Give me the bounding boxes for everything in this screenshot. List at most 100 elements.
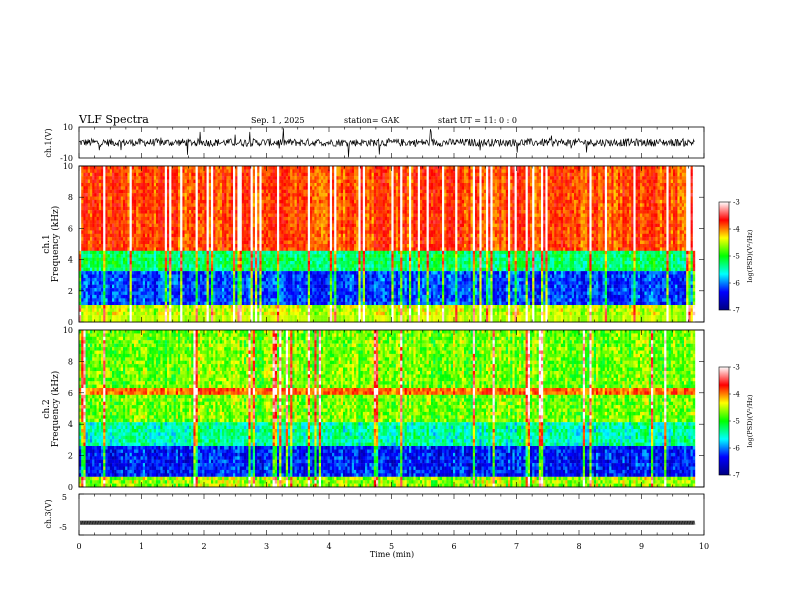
- spectrogram-cell: [308, 254, 310, 258]
- spectrogram-cell: [121, 315, 123, 319]
- spectrogram-cell: [156, 315, 158, 319]
- spectrogram-cell: [167, 258, 169, 262]
- spectrogram-cell: [191, 203, 193, 207]
- spectrogram-cell: [251, 312, 253, 316]
- spectrogram-cell: [248, 193, 250, 197]
- spectrogram-cell: [156, 251, 158, 255]
- spectrogram-cell: [277, 305, 279, 309]
- spectrogram-cell: [246, 244, 248, 248]
- spectrogram-cell: [99, 207, 101, 211]
- spectrogram-cell: [143, 214, 145, 218]
- spectrogram-cell: [156, 241, 158, 245]
- spectrogram-cell: [240, 264, 242, 268]
- spectrogram-cell: [213, 295, 215, 299]
- spectrogram-cell: [209, 169, 211, 173]
- spectrogram-cell: [270, 315, 272, 319]
- spectrogram-cell: [189, 234, 191, 238]
- spectrogram-cell: [108, 241, 110, 245]
- spectrogram-cell: [132, 278, 134, 282]
- spectrogram-cell: [143, 193, 145, 197]
- spectrogram-cell: [182, 251, 184, 255]
- spectrogram-cell: [286, 315, 288, 319]
- spectrogram-cell: [290, 227, 292, 231]
- spectrogram-cell: [251, 302, 253, 306]
- spectrogram-cell: [231, 217, 233, 221]
- spectrogram-cell: [259, 217, 261, 221]
- spectrogram-cell: [171, 281, 173, 285]
- spectrogram-cell: [273, 264, 275, 268]
- spectrogram-cell: [191, 315, 193, 319]
- spectrogram-cell: [103, 271, 105, 275]
- spectrogram-cell: [149, 305, 151, 309]
- spectrogram-cell: [279, 227, 281, 231]
- spectrogram-cell: [116, 247, 118, 251]
- spectrogram-cell: [112, 254, 114, 258]
- spectrogram-cell: [288, 237, 290, 241]
- spectrogram-cell: [251, 183, 253, 187]
- spectrogram-cell: [165, 220, 167, 224]
- spectrogram-cell: [165, 312, 167, 316]
- spectrogram-cell: [240, 214, 242, 218]
- spectrogram-cell: [273, 305, 275, 309]
- spectrogram-cell: [171, 220, 173, 224]
- spectrogram-cell: [200, 315, 202, 319]
- spectrogram-cell: [244, 264, 246, 268]
- spectrogram-cell: [215, 190, 217, 194]
- spectrogram-cell: [165, 278, 167, 282]
- spectrogram-cell: [244, 190, 246, 194]
- spectrogram-cell: [86, 166, 88, 170]
- spectrogram-cell: [218, 308, 220, 312]
- spectrogram-cell: [88, 308, 90, 312]
- spectrogram-cell: [145, 173, 147, 177]
- spectrogram-cell: [130, 183, 132, 187]
- spectrogram-cell: [310, 298, 312, 302]
- spectrogram-cell: [174, 292, 176, 296]
- spectrogram-cell: [277, 275, 279, 279]
- spectrogram-cell: [149, 230, 151, 234]
- spectrogram-cell: [90, 251, 92, 255]
- spectrogram-cell: [141, 186, 143, 190]
- spectrogram-cell: [132, 166, 134, 170]
- spectrogram-cell: [110, 264, 112, 268]
- spectrogram-cell: [257, 312, 259, 316]
- spectrogram-cell: [292, 176, 294, 180]
- spectrogram-cell: [178, 292, 180, 296]
- spectrogram-cell: [112, 237, 114, 241]
- spectrogram-cell: [174, 251, 176, 255]
- spectrogram-cell: [204, 203, 206, 207]
- spectrogram-cell: [303, 295, 305, 299]
- spectrogram-cell: [202, 288, 204, 292]
- spectrogram-cell: [196, 258, 198, 262]
- spectrogram-cell: [163, 166, 165, 170]
- spectrogram-cell: [138, 214, 140, 218]
- spectrogram-cell: [187, 275, 189, 279]
- spectrogram-cell: [152, 244, 154, 248]
- spectrogram-cell: [90, 230, 92, 234]
- spectrogram-cell: [268, 308, 270, 312]
- spectrogram-cell: [105, 214, 107, 218]
- spectrogram-cell: [185, 169, 187, 173]
- spectrogram-cell: [308, 251, 310, 255]
- spectrogram-cell: [286, 224, 288, 228]
- spectrogram-cell: [259, 292, 261, 296]
- spectrogram-cell: [288, 214, 290, 218]
- spectrogram-cell: [292, 254, 294, 258]
- spectrogram-cell: [301, 190, 303, 194]
- spectrogram-cell: [169, 186, 171, 190]
- spectrogram-cell: [286, 234, 288, 238]
- spectrogram-cell: [303, 275, 305, 279]
- spectrogram-cell: [125, 190, 127, 194]
- spectrogram-cell: [240, 173, 242, 177]
- spectrogram-cell: [301, 234, 303, 238]
- spectrogram-cell: [211, 186, 213, 190]
- spectrogram-cell: [268, 227, 270, 231]
- spectrogram-cell: [275, 247, 277, 251]
- spectrogram-cell: [123, 227, 125, 231]
- spectrogram-cell: [268, 275, 270, 279]
- spectrogram-cell: [292, 288, 294, 292]
- spectrogram-cell: [105, 292, 107, 296]
- spectrogram-cell: [92, 264, 94, 268]
- spectrogram-cell: [233, 237, 235, 241]
- spectrogram-cell: [105, 203, 107, 207]
- spectrogram-cell: [198, 227, 200, 231]
